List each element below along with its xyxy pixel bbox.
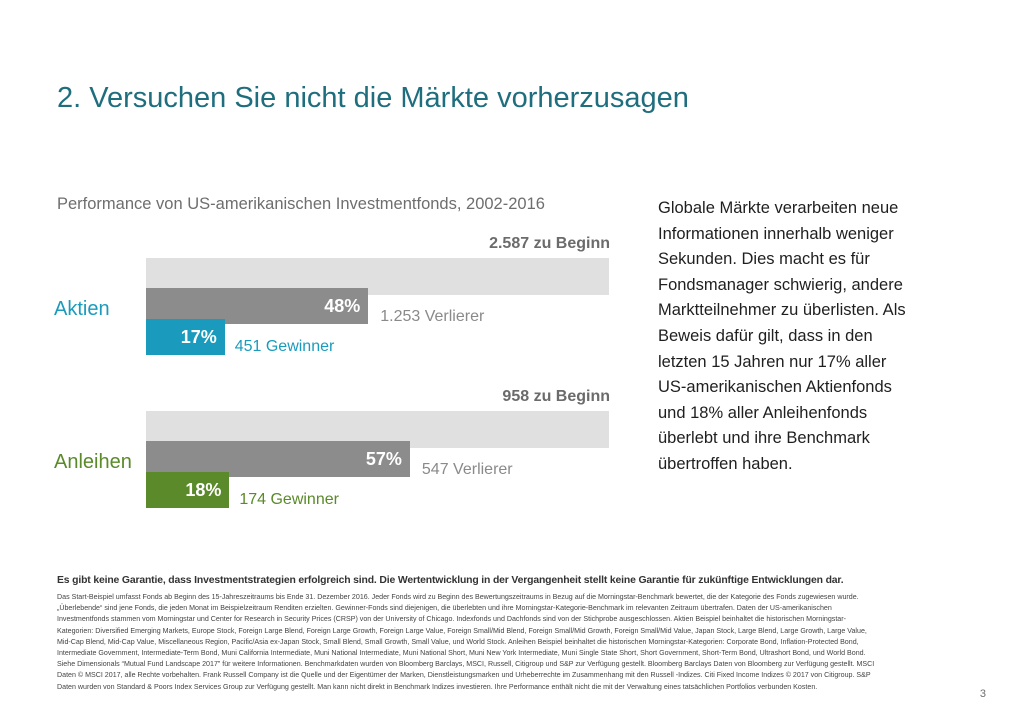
- disclaimer-line: Investmentfonds stammen vom Morningstar …: [57, 615, 846, 624]
- count-label-winners-anleihen: 174 Gewinner: [239, 491, 339, 508]
- pct-label-winners-aktien: 17%: [180, 327, 217, 347]
- count-label-losers-aktien: 1.253 Verlierer: [380, 308, 485, 325]
- bar-losers-aktien: [146, 288, 369, 324]
- disclaimer-text: Das Start-Beispiel umfasst Fonds ab Begi…: [57, 592, 987, 693]
- explanation-line: Informationen innerhalb weniger: [658, 224, 894, 243]
- bar-winners-anleihen: [146, 472, 230, 508]
- disclaimer-bold: Es gibt keine Garantie, dass Investments…: [57, 575, 844, 586]
- count-label-losers-anleihen: 547 Verlierer: [421, 461, 513, 478]
- count-label-winners-aktien: 451 Gewinner: [234, 338, 335, 355]
- disclaimer-line: Daten © MSCI 2017, alle Rechte vorbehalt…: [57, 671, 871, 680]
- explanation-line: Beweis dafür gilt, dass in den: [658, 326, 873, 345]
- explanation-line: Fondsmanager schwierig, andere: [658, 275, 903, 294]
- disclaimer-line: Intermediate Government, Intermediate-Te…: [57, 649, 866, 658]
- explanation-text: Globale Märkte verarbeiten neue Informat…: [658, 196, 968, 478]
- explanation-line: US-amerikanischen Aktienfonds: [658, 378, 892, 397]
- explanation-line: Sekunden. Dies macht es für: [658, 250, 870, 269]
- pct-label-winners-anleihen: 18%: [185, 480, 222, 500]
- category-label-aktien: Aktien: [54, 298, 110, 320]
- page-title: 2. Versuchen Sie nicht die Märkte vorher…: [57, 82, 689, 114]
- bar-losers-anleihen: [146, 441, 410, 477]
- explanation-line: Marktteilnehmer zu überlisten. Als: [658, 301, 906, 320]
- explanation-line: überlebt und ihre Benchmark: [658, 429, 870, 448]
- disclaimer-line: Das Start-Beispiel umfasst Fonds ab Begi…: [57, 593, 859, 601]
- total-label-aktien: 2.587 zu Beginn: [489, 235, 610, 252]
- disclaimer-line: „Überlebende“ sind jene Fonds, die jeden…: [57, 604, 832, 613]
- explanation-line: letzten 15 Jahren nur 17% aller: [658, 352, 887, 371]
- explanation-line: und 18% aller Anleihenfonds: [658, 403, 868, 422]
- chart-title: Performance von US-amerikanischen Invest…: [57, 195, 545, 213]
- disclaimer-line: Mid-Cap Blend, Mid-Cap Value, Miscellane…: [57, 637, 859, 646]
- category-label-anleihen: Anleihen: [54, 451, 132, 473]
- total-label-anleihen: 958 zu Beginn: [502, 388, 610, 405]
- explanation-line: Globale Märkte verarbeiten neue: [658, 199, 899, 217]
- explanation-line: übertroffen haben.: [658, 454, 793, 473]
- disclaimer-line: Siehe Dimensionals “Mutual Fund Landscap…: [57, 660, 875, 669]
- bar-winners-aktien: [146, 319, 225, 355]
- disclaimer-line: Kategorien: Diversified Emerging Markets…: [57, 626, 867, 635]
- pct-label-losers-anleihen: 57%: [365, 449, 402, 469]
- pct-label-losers-aktien: 48%: [324, 296, 361, 316]
- disclaimer-line: Daten wurden von Standard & Poors Index …: [57, 682, 818, 691]
- page-number: 3: [979, 688, 986, 700]
